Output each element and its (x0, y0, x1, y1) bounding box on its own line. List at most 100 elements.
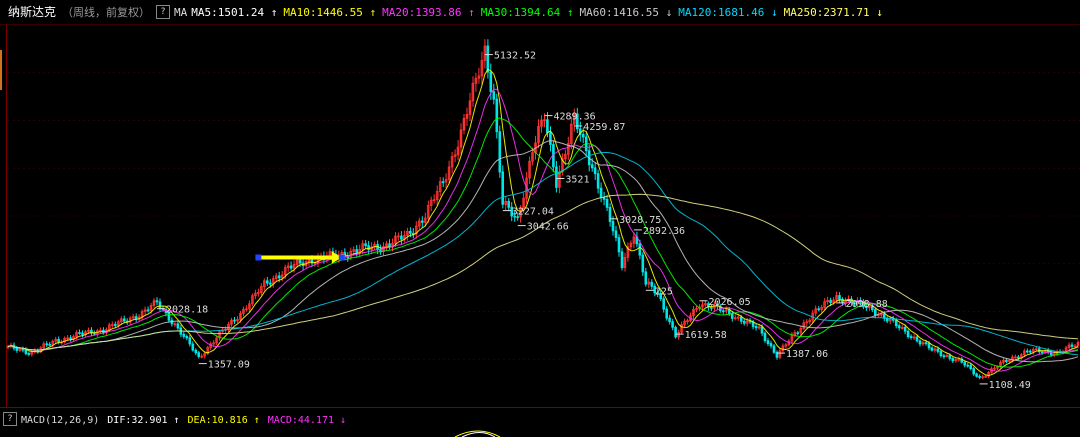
ma-line-ma250 (7, 193, 1079, 351)
candle-body (498, 131, 502, 173)
candle (745, 317, 749, 327)
candle (36, 348, 40, 354)
candle (364, 240, 367, 249)
candle-body (1067, 344, 1071, 348)
candle-body (638, 243, 642, 256)
candle (674, 325, 677, 339)
ma-line-ma60 (7, 140, 1079, 363)
candle (865, 304, 868, 311)
ma-line-ma120 (7, 152, 1079, 356)
candle (507, 198, 510, 212)
candle-body (763, 332, 767, 342)
macd-value: MACD:44.171 ↓ (267, 415, 347, 426)
candle (659, 289, 662, 301)
candle (820, 304, 823, 313)
candle (259, 283, 263, 296)
candle (122, 315, 126, 324)
candle-body (766, 340, 770, 345)
candle-body (686, 320, 689, 323)
candle (33, 348, 37, 354)
candle-body (367, 245, 370, 251)
candle-body (406, 230, 409, 236)
candle (653, 283, 656, 297)
candle (155, 297, 159, 306)
candle-body (954, 359, 958, 362)
candle-body (930, 347, 934, 351)
candle-body (707, 303, 710, 308)
candle (441, 177, 445, 187)
help-button[interactable]: ? (156, 4, 171, 19)
candle-body (42, 343, 45, 349)
candle-body (167, 312, 171, 321)
candle-body (122, 318, 126, 322)
macd-help-button[interactable]: ? (3, 411, 17, 426)
candle (903, 324, 907, 335)
candle (274, 273, 278, 282)
candle (191, 341, 195, 352)
candle (119, 316, 123, 325)
candle-body (251, 295, 254, 305)
candle (140, 309, 144, 320)
candle-body (429, 199, 433, 206)
candle-body (1029, 350, 1032, 353)
candle (197, 350, 201, 359)
candle-body (233, 319, 236, 322)
candle (501, 165, 504, 209)
candle-body (361, 243, 364, 250)
candle (42, 341, 45, 351)
candle (230, 317, 233, 327)
candle (540, 115, 543, 133)
candle-body (259, 286, 263, 293)
candle-body (489, 71, 493, 92)
candle-body (420, 220, 424, 223)
candle (245, 305, 248, 312)
candle-body (942, 355, 946, 358)
candle-body (704, 303, 707, 306)
price-label: 3521 (556, 175, 589, 186)
macd-name: MACD(12,26,9) (21, 415, 100, 426)
candle-body (346, 256, 350, 259)
candle (403, 230, 406, 243)
candle (438, 176, 442, 197)
candle-body (230, 319, 233, 325)
candle (680, 321, 683, 335)
candle (397, 232, 400, 241)
price-label-text: 1357.09 (208, 360, 250, 371)
candle (385, 240, 388, 251)
candle (799, 325, 803, 336)
candle-body (772, 345, 776, 353)
ma-indicator: MA5:1501.24 ↑ (191, 6, 278, 19)
candle-body (447, 166, 451, 180)
candle (131, 313, 135, 321)
candle-body (143, 309, 147, 312)
candle-body (739, 316, 743, 322)
candle-body (888, 318, 892, 322)
candle (63, 336, 66, 344)
candle (143, 306, 147, 315)
candle (72, 334, 75, 342)
price-label-text: 2892.36 (643, 226, 685, 237)
candle (271, 275, 275, 288)
candle-body (567, 143, 570, 155)
price-label-text: 1108.49 (989, 380, 1031, 391)
candle-body (570, 123, 573, 144)
candle (152, 298, 156, 309)
candle-body (650, 281, 654, 287)
candle-body (799, 327, 803, 334)
candle (781, 343, 785, 353)
candle (48, 341, 51, 347)
candle (555, 160, 558, 193)
candle-body (906, 330, 910, 338)
candle (742, 318, 746, 326)
candle-body (248, 303, 251, 310)
candle-body (576, 113, 579, 130)
candle-body (438, 181, 442, 192)
candle-body (1005, 359, 1008, 363)
candle-body (188, 337, 192, 345)
candle-body (176, 323, 180, 329)
candle (552, 140, 555, 173)
candle-body (262, 280, 266, 287)
candle (573, 108, 576, 132)
candle (1067, 342, 1071, 350)
